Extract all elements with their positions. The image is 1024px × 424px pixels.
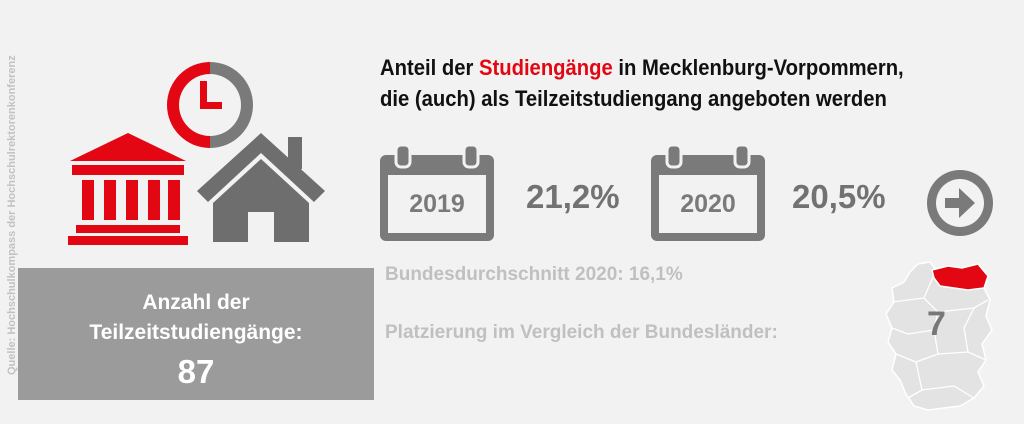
share-value-2020: 20,5% <box>792 178 886 215</box>
title-highlight: Studiengänge <box>478 55 613 80</box>
arrow-right-circle-icon[interactable] <box>925 168 995 238</box>
mecklenburg-vorpommern-region <box>931 263 989 291</box>
year-label-2020: 2020 <box>680 190 736 218</box>
house-icon <box>197 133 325 242</box>
ranking-label: Platzierung im Vergleich der Bundeslände… <box>385 322 778 343</box>
university-building-icon <box>68 133 188 245</box>
count-label-line2: Teilzeitstudiengänge: <box>89 321 303 344</box>
year-label-2019: 2019 <box>409 190 465 218</box>
calendar-icon <box>380 143 494 241</box>
share-value-2019: 21,2% <box>526 178 620 215</box>
germany-map-icon <box>885 261 993 411</box>
parttime-study-illustration <box>68 62 325 245</box>
count-value: 87 <box>177 353 215 390</box>
calendar-icon <box>651 143 765 241</box>
clock-icon <box>167 62 253 148</box>
national-average: Bundesdurchschnitt 2020: 16,1% <box>385 264 683 285</box>
ranking-value: 7 <box>927 305 946 343</box>
study-count-box: Anzahl der Teilzeitstudiengänge: 87 <box>18 268 374 400</box>
page-title: Anteil der Studiengänge in Mecklenburg-V… <box>380 55 904 111</box>
count-label-line1: Anzahl der <box>142 291 250 314</box>
